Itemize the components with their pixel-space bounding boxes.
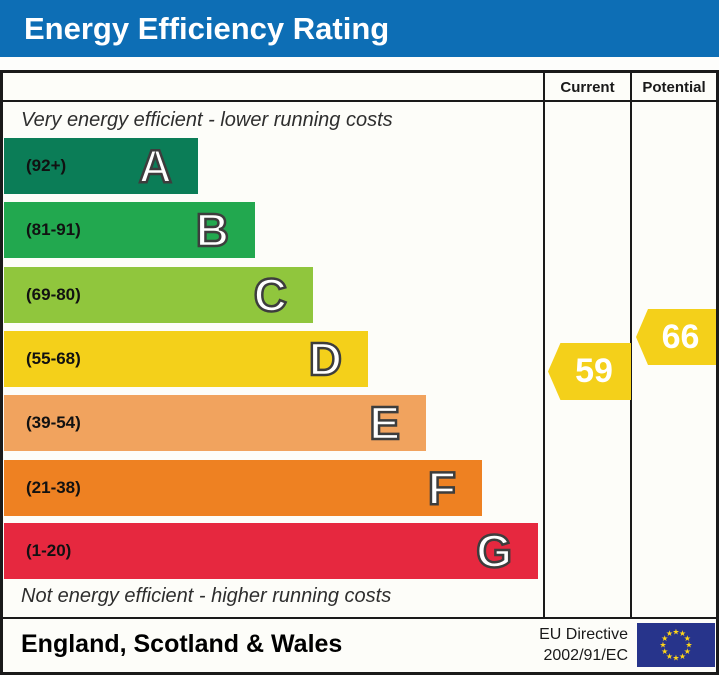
footer-region-label: England, Scotland & Wales: [21, 630, 343, 658]
chart-frame: Current Potential Very energy efficient …: [0, 70, 719, 675]
band-b: (81-91) B: [4, 202, 255, 258]
band-c-range: (69-80): [26, 285, 81, 304]
band-a: (92+) A: [4, 138, 198, 194]
page-title: Energy Efficiency Rating: [0, 0, 719, 57]
bottom-note: Not energy efficient - higher running co…: [21, 585, 392, 607]
svg-text:★: ★: [679, 652, 686, 661]
band-g-letter: G: [475, 524, 513, 579]
top-note: Very energy efficient - lower running co…: [21, 109, 393, 131]
band-c-letter: C: [253, 268, 289, 323]
band-f: (21-38) F: [4, 460, 482, 516]
eu-directive-label: EU Directive 2002/91/EC: [433, 624, 628, 666]
footer-divider: [3, 617, 716, 619]
svg-text:★: ★: [666, 629, 673, 638]
band-d-letter: D: [308, 332, 344, 387]
band-f-letter: F: [427, 461, 458, 516]
column-header-current: Current: [560, 79, 615, 96]
band-c: (69-80) C: [4, 267, 313, 323]
svg-text:★: ★: [661, 634, 668, 643]
svg-text:★: ★: [672, 628, 679, 637]
band-e-letter: E: [368, 396, 401, 451]
potential-rating-marker: 66: [636, 309, 716, 365]
svg-text:★: ★: [659, 641, 666, 650]
band-e: (39-54) E: [4, 395, 426, 451]
svg-text:★: ★: [666, 652, 673, 661]
column-header-potential: Potential: [642, 79, 706, 96]
svg-text:★: ★: [679, 629, 686, 638]
page-title-text: Energy Efficiency Rating: [24, 11, 390, 46]
band-a-range: (92+): [26, 156, 67, 175]
header-divider: [3, 100, 716, 102]
band-b-letter: B: [195, 203, 231, 258]
band-g-range: (1-20): [26, 541, 72, 560]
current-column-divider: [543, 73, 545, 617]
current-rating-marker: 59: [548, 343, 631, 400]
svg-text:★: ★: [661, 647, 668, 656]
potential-column-divider: [630, 73, 632, 617]
band-a-letter: A: [138, 139, 174, 194]
svg-text:★: ★: [684, 634, 691, 643]
band-d-range: (55-68): [26, 349, 81, 368]
eu-flag-icon: ★ ★ ★ ★ ★ ★ ★ ★ ★ ★ ★ ★: [637, 623, 715, 667]
band-f-range: (21-38): [26, 478, 81, 497]
band-e-range: (39-54): [26, 413, 81, 432]
svg-text:★: ★: [685, 641, 692, 650]
eu-directive-line2: 2002/91/EC: [543, 647, 628, 664]
svg-text:★: ★: [672, 654, 679, 663]
band-g: (1-20) G: [4, 523, 538, 579]
band-d: (55-68) D: [4, 331, 368, 387]
eu-directive-line1: EU Directive: [539, 626, 628, 643]
svg-text:★: ★: [684, 647, 691, 656]
band-b-range: (81-91): [26, 220, 81, 239]
